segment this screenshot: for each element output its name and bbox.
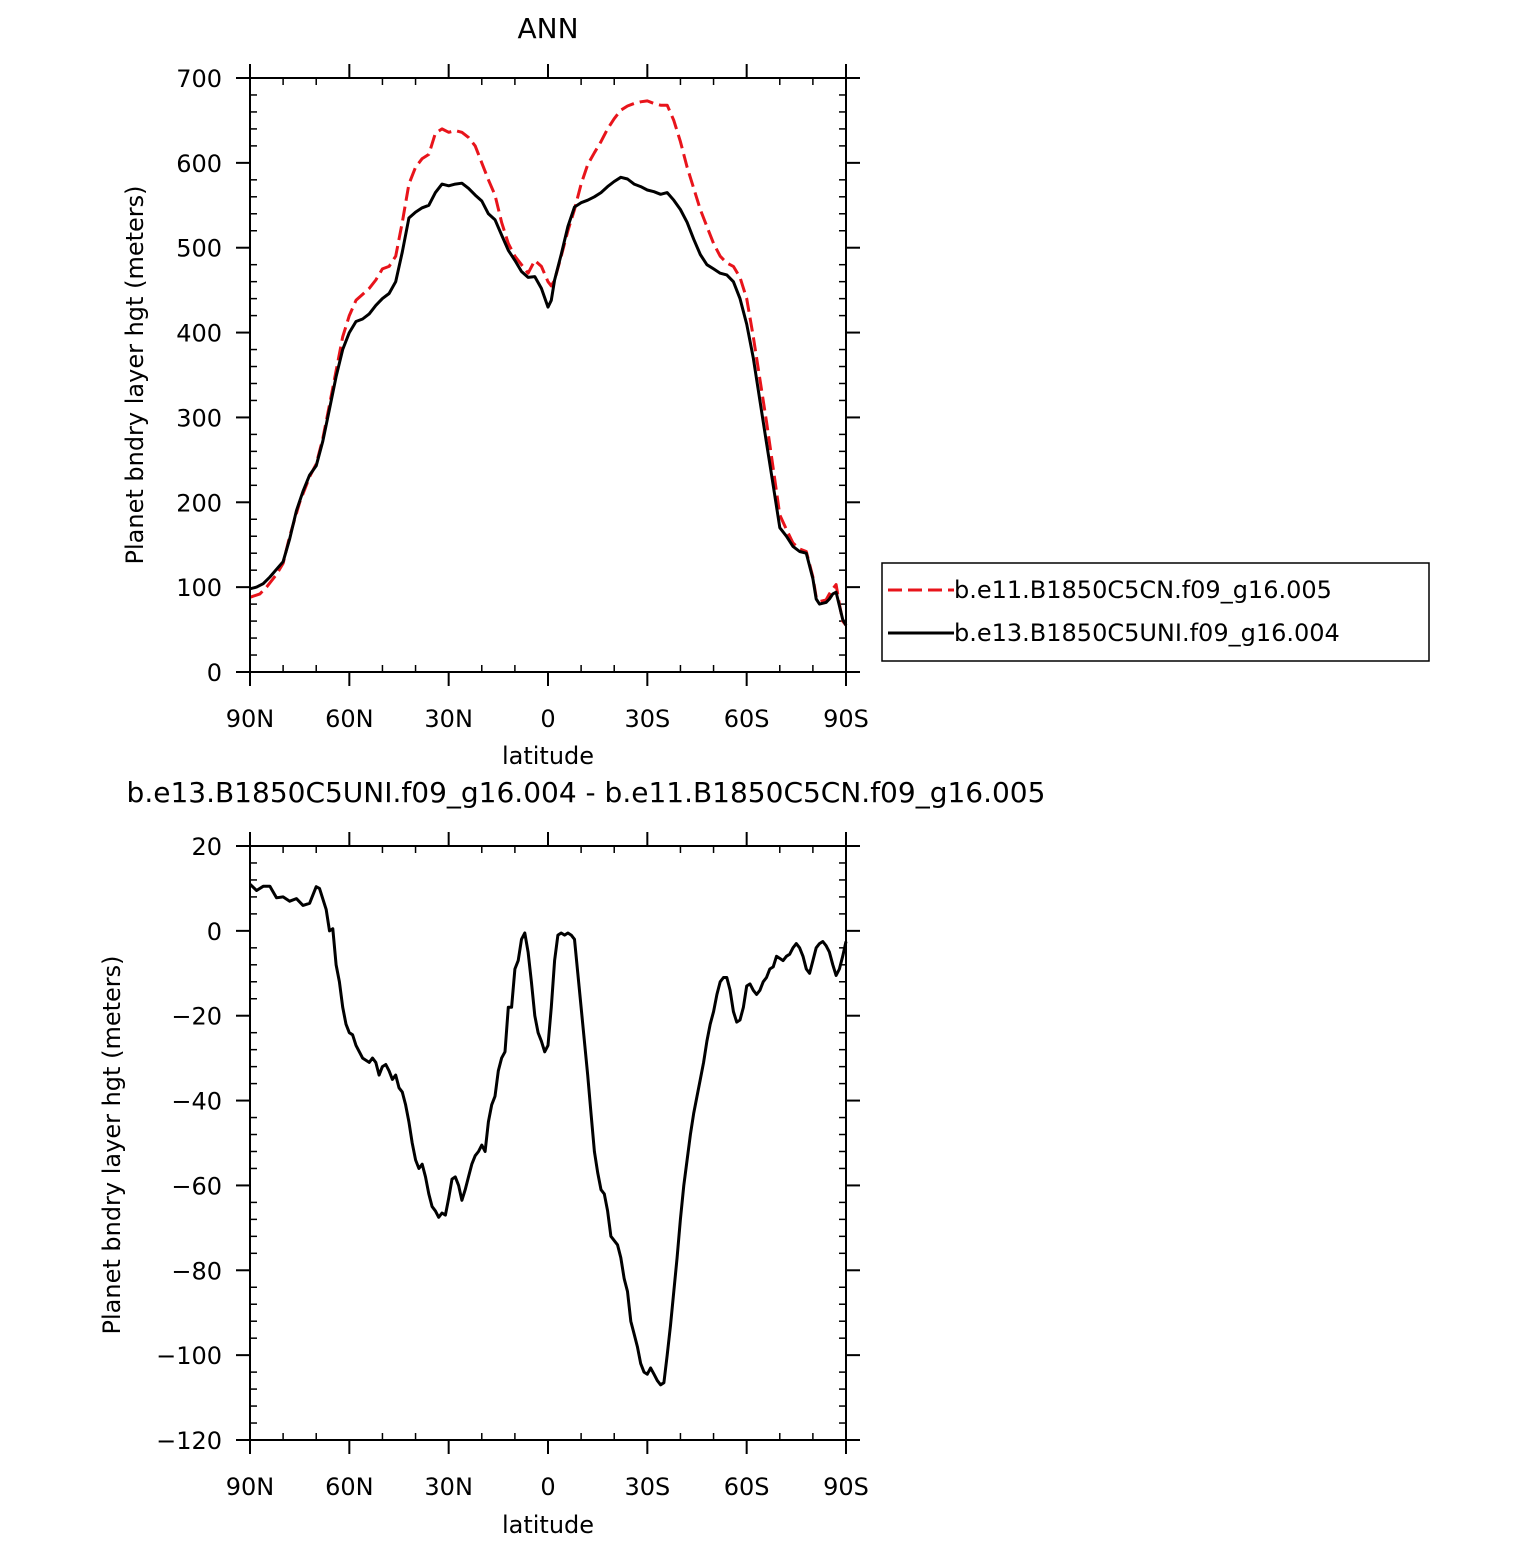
legend: b.e11.B1850C5CN.f09_g16.005 b.e13.B1850C… [881, 562, 1430, 662]
top-panel-x-tick-label: 60N [325, 705, 374, 733]
top-panel-x-tick-label: 60S [724, 705, 770, 733]
top-panel-y-tick-label: 400 [176, 320, 222, 348]
bottom-panel-series-line-1 [248, 883, 848, 1387]
top-panel-x-tick-label: 90S [823, 705, 869, 733]
bottom-panel-series [248, 883, 848, 1387]
bottom-panel-y-tick-label: −20 [171, 1003, 222, 1031]
top-panel-y-axis-label: Planet bndry layer hgt (meters) [121, 186, 149, 565]
top-panel-series-line-2 [249, 175, 848, 627]
bottom-panel-frame [249, 845, 847, 1441]
bottom-panel: b.e13.B1850C5UNI.f09_g16.004 - b.e11.B18… [98, 776, 1045, 1539]
bottom-panel-x-tick-label: 60N [325, 1473, 374, 1501]
legend-box [881, 562, 1430, 662]
top-panel-y-tick-label: 0 [207, 659, 222, 687]
bottom-panel-y-tick-label: −60 [171, 1172, 222, 1200]
bottom-panel-y-tick-label: 0 [207, 918, 222, 946]
legend-entry-series-2: b.e13.B1850C5UNI.f09_g16.004 [954, 619, 1340, 647]
top-panel-x-tick-label: 90N [226, 705, 275, 733]
top-panel-y-tick-label: 700 [176, 65, 222, 93]
bottom-panel-x-tick-label: 90S [823, 1473, 869, 1501]
top-panel-x-axis-label: latitude [502, 742, 594, 770]
bottom-panel-x-tick-label: 30S [624, 1473, 670, 1501]
bottom-panel-ticks [236, 832, 860, 1454]
top-panel-y-tick-label: 500 [176, 235, 222, 263]
bottom-panel-y-tick-label: 20 [191, 833, 222, 861]
bottom-panel-y-tick-label: −40 [171, 1088, 222, 1116]
legend-entry-series-1: b.e11.B1850C5CN.f09_g16.005 [954, 576, 1332, 604]
bottom-panel-title: b.e13.B1850C5UNI.f09_g16.004 - b.e11.B18… [127, 776, 1046, 809]
top-panel-y-tick-label: 100 [176, 574, 222, 602]
top-panel-y-tick-label: 300 [176, 404, 222, 432]
top-panel-y-tick-label: 600 [176, 150, 222, 178]
top-panel-frame [249, 77, 847, 673]
bottom-panel-y-axis-label: Planet bndry layer hgt (meters) [98, 956, 126, 1335]
bottom-panel-tick-labels: 90N 60N 30N 0 30S 60S 90S −120 −100 −80 −60 −40 −20 0… [156, 833, 869, 1501]
top-panel-title: ANN [517, 12, 578, 45]
top-panel-ticks [236, 64, 860, 686]
bottom-panel-y-tick-label: −80 [171, 1257, 222, 1285]
bottom-panel-x-axis-label: latitude [502, 1511, 594, 1539]
top-panel-tick-labels: 90N 60N 30N 0 30S 60S 90S 0 100 200 300 400 500 600 70… [176, 65, 869, 733]
bottom-panel-y-tick-label: −120 [156, 1427, 222, 1455]
top-panel-x-tick-label: 30S [624, 705, 670, 733]
top-panel-series [249, 99, 848, 627]
top-panel-x-tick-label: 30N [424, 705, 473, 733]
bottom-panel-x-tick-label: 0 [540, 1473, 555, 1501]
bottom-panel-x-tick-label: 90N [226, 1473, 275, 1501]
top-panel: ANN 90N 60N 30N 0 30S 60S 90S 0 100 200 300 400 500 6… [121, 12, 869, 770]
bottom-panel-y-tick-label: −100 [156, 1342, 222, 1370]
bottom-panel-x-tick-label: 30N [424, 1473, 473, 1501]
top-panel-y-tick-label: 200 [176, 489, 222, 517]
top-panel-x-tick-label: 0 [540, 705, 555, 733]
bottom-panel-x-tick-label: 60S [724, 1473, 770, 1501]
